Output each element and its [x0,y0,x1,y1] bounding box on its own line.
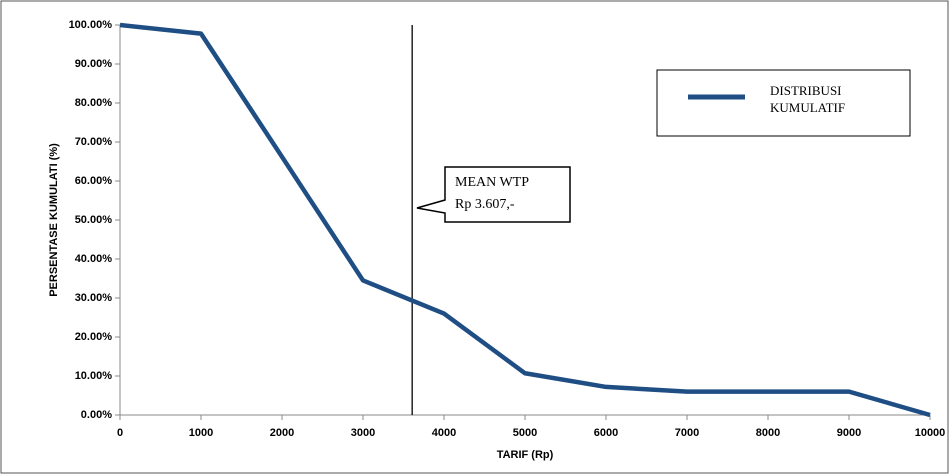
y-tick-label: 30.00% [75,292,113,304]
y-axis-title: PERSENTASE KUMULATI (%) [48,143,60,297]
y-tick-label: 50.00% [75,214,113,226]
y-tick-label: 90.00% [75,58,113,70]
annotation-text: MEAN WTP [455,175,529,190]
x-axis-title: TARIF (Rp) [497,449,554,461]
legend-label-box: DISTRIBUSI KUMULATIF [770,83,846,115]
x-tick-label: 1000 [189,427,213,439]
legend-label: DISTRIBUSI KUMULATIF [770,83,846,115]
y-tick-label: 40.00% [75,253,113,265]
x-tick-label: 9000 [837,427,861,439]
legend-box [656,69,911,137]
y-tick-label: 70.00% [75,136,113,148]
y-tick-label: 0.00% [81,409,112,421]
x-tick-label: 4000 [432,427,456,439]
annotation-text: Rp 3.607,- [455,197,515,212]
y-tick-label: 80.00% [75,97,113,109]
x-tick-label: 0 [117,427,123,439]
y-tick-label: 100.00% [69,19,113,31]
y-tick-label: 10.00% [75,370,113,382]
x-tick-label: 5000 [513,427,537,439]
x-tick-label: 10000 [915,427,946,439]
x-tick-label: 7000 [675,427,699,439]
x-tick-label: 6000 [594,427,618,439]
x-tick-label: 8000 [756,427,780,439]
y-tick-label: 20.00% [75,331,113,343]
annotation-callout [416,166,571,223]
y-tick-label: 60.00% [75,175,113,187]
x-tick-label: 3000 [351,427,375,439]
x-tick-label: 2000 [270,427,294,439]
series-line [119,22,931,418]
